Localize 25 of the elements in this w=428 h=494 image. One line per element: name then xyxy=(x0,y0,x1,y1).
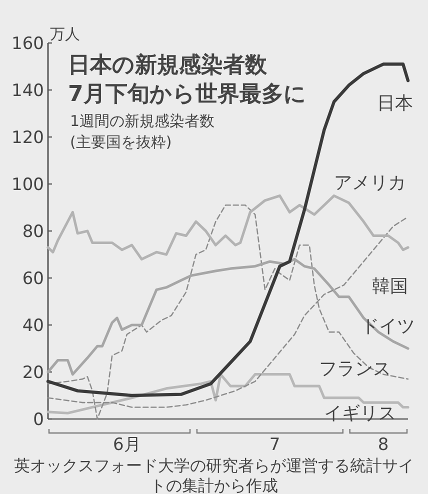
series-label: 日本 xyxy=(377,92,413,114)
series-label: ドイツ xyxy=(361,316,415,337)
ytick-label: 100 xyxy=(12,175,44,195)
ytick-label: 20 xyxy=(22,363,44,383)
ytick-label: 0 xyxy=(33,410,44,430)
title: 日本の新規感染者数 xyxy=(68,53,267,78)
annotation: 英オックスフォード大学の研究者らが運営する統計サイ xyxy=(14,456,414,475)
ytick-label: 40 xyxy=(22,316,44,336)
ylabel: 万人 xyxy=(50,25,80,43)
xtick-label: 7 xyxy=(269,435,280,455)
series-label: アメリカ xyxy=(334,172,406,194)
series-label: 韓国 xyxy=(372,276,408,298)
ytick-label: 80 xyxy=(22,222,44,242)
ytick-label: 120 xyxy=(12,128,44,148)
title: 7月下旬から世界最多に xyxy=(68,82,306,107)
xtick-label: 8 xyxy=(378,435,389,455)
ytick-label: 140 xyxy=(12,81,44,101)
ytick-label: 60 xyxy=(22,269,44,289)
ytick-label: 160 xyxy=(12,34,44,54)
annotation: トの集計から作成 xyxy=(150,476,278,494)
subtitle: (主要国を抜粋) xyxy=(70,133,172,151)
series-label: イギリス xyxy=(324,402,396,424)
series-label: フランス xyxy=(319,358,391,380)
subtitle: 1週間の新規感染者数 xyxy=(70,112,215,130)
xtick-label: 6月 xyxy=(113,435,141,455)
